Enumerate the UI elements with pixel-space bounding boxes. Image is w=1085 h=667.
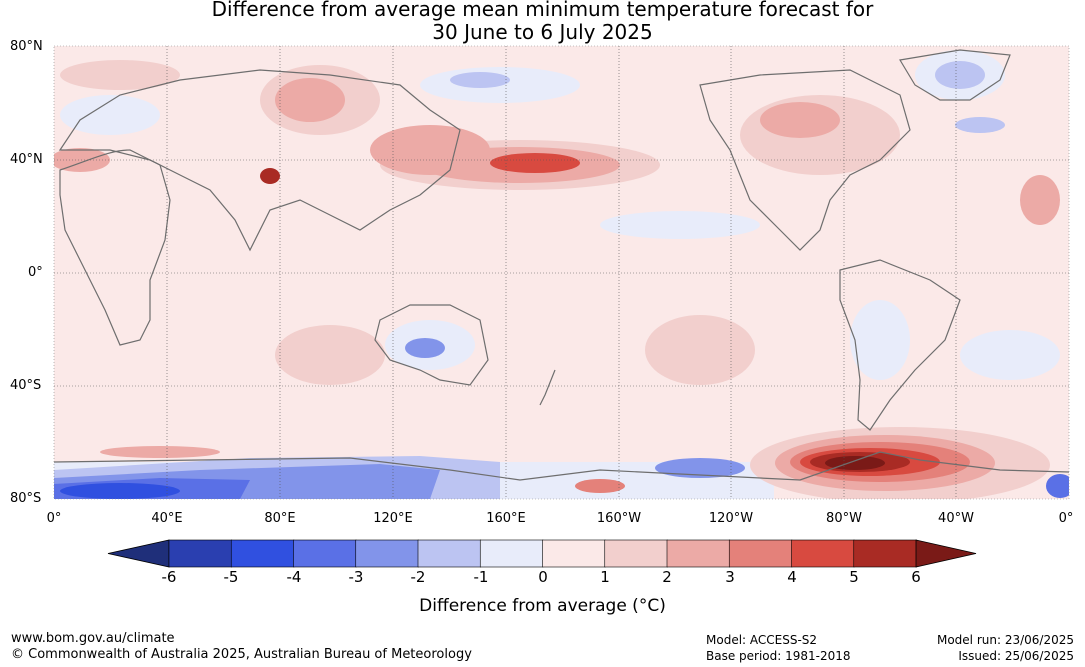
cold-region-south-atlantic <box>960 330 1060 380</box>
lon-label-160w: 160°W <box>596 511 642 526</box>
cold-region-atlantic-south <box>1046 474 1069 498</box>
colorbar-segment <box>791 539 855 568</box>
map-title-line-1: Difference from average mean minimum tem… <box>211 0 874 21</box>
lon-label-80e: 80°E <box>264 511 296 526</box>
colorbar-extend-high <box>915 539 977 568</box>
colorbar-tick-label: -5 <box>223 568 239 586</box>
warm-region-south-pacific-mid <box>645 315 755 385</box>
map-title-line-2: 30 June to 6 July 2025 <box>432 20 653 44</box>
colorbar-segment <box>168 539 233 568</box>
lat-label-80s: 80°S <box>10 491 42 506</box>
cold-region-scandinavia <box>60 95 160 135</box>
footer-copyright: © Commonwealth of Australia 2025, Austra… <box>11 647 472 662</box>
colorbar <box>107 539 977 568</box>
lat-label-80n: 80°N <box>10 39 43 54</box>
colorbar-extend-low <box>107 539 170 568</box>
warm-region-siberia-2 <box>275 78 345 122</box>
colorbar-tick-label: 5 <box>849 568 859 586</box>
colorbar-tick-label: 4 <box>787 568 797 586</box>
lon-label-0-right: 0° <box>1058 511 1074 526</box>
footer-model-run: Model run: 23/06/2025 <box>936 633 1074 647</box>
background-anomaly-0-1 <box>54 46 1069 499</box>
graticule <box>54 46 1069 499</box>
coastline-new-zealand <box>539 369 556 406</box>
cold-region-north-atlantic <box>955 117 1005 133</box>
coastline-australia <box>374 304 489 386</box>
colorbar-segment <box>666 539 731 568</box>
colorbar-tick-label: -4 <box>286 568 302 586</box>
footer-model: Model: ACCESS-S2 <box>706 633 818 647</box>
colorbar-tick-label: -6 <box>161 568 177 586</box>
footer-base-period: Base period: 1981-2018 <box>706 649 851 663</box>
cold-region-greenland-2 <box>935 61 985 89</box>
colorbar-unit: °C <box>638 596 660 616</box>
colorbar-title-text: Difference from average ( <box>419 596 639 616</box>
colorbar-tick-label: 1 <box>600 568 610 586</box>
colorbar-tick-label: -2 <box>410 568 426 586</box>
warm-region-south-indian <box>100 446 220 458</box>
colorbar-title-end: ) <box>659 596 666 616</box>
lon-label-40w: 40°W <box>938 511 974 526</box>
lat-label-equator: 0° <box>28 265 43 280</box>
lat-label-40s: 40°S <box>10 378 42 393</box>
coastlines <box>54 49 1069 481</box>
colorbar-title: Difference from average (°C) <box>0 596 1085 616</box>
footer-issued: Issued: 25/06/2025 <box>958 649 1074 663</box>
coastline-africa <box>59 149 171 346</box>
coastline-greenland <box>899 49 1011 101</box>
colorbar-tick-label: 0 <box>538 568 548 586</box>
coastline-south-america <box>839 259 961 431</box>
colorbar-segment <box>604 539 668 568</box>
lon-label-160e: 160°E <box>486 511 526 526</box>
cold-core-australia <box>405 338 445 358</box>
colorbar-tick-label: 2 <box>662 568 672 586</box>
lon-label-80w: 80°W <box>826 511 862 526</box>
cold-region-east-pacific <box>600 211 760 239</box>
coastline-antarctica <box>54 451 1069 481</box>
lon-label-40e: 40°E <box>151 511 183 526</box>
anomaly-field <box>54 46 1069 499</box>
coastline-north-america <box>699 69 911 251</box>
colorbar-segment <box>417 539 482 568</box>
warm-region-arctic <box>60 60 180 90</box>
colorbar-segment <box>542 539 606 568</box>
colorbar-tick-label: 6 <box>911 568 921 586</box>
warm-region-indian-ocean <box>275 325 385 385</box>
colorbar-segment <box>293 539 357 568</box>
map-frame <box>53 45 1070 500</box>
cold-region-south-america <box>850 300 910 380</box>
cold-region-south-pacific <box>655 458 745 478</box>
lon-label-120w: 120°W <box>708 511 754 526</box>
coastline-eurasia <box>58 69 461 252</box>
lon-label-120e: 120°E <box>373 511 413 526</box>
lon-label-0-left: 0° <box>46 511 62 526</box>
colorbar-segment <box>479 539 544 568</box>
warm-region-south-pacific <box>575 479 625 493</box>
warm-core-central-asia <box>260 168 280 184</box>
footer-url[interactable]: www.bom.gov.au/climate <box>11 631 175 646</box>
colorbar-segment <box>728 539 793 568</box>
cold-region-arctic-2 <box>450 72 510 88</box>
warm-core-north-pacific <box>490 153 580 173</box>
colorbar-segment <box>230 539 295 568</box>
colorbar-tick-label: -3 <box>348 568 364 586</box>
warm-region-east-asia <box>370 125 490 175</box>
warm-region-north-america-2 <box>760 102 840 138</box>
warm-region-north-africa <box>1020 175 1060 225</box>
cold-core-antarctic <box>60 483 180 499</box>
colorbar-segment <box>853 539 917 568</box>
lat-label-40n: 40°N <box>10 152 43 167</box>
colorbar-tick-label: 3 <box>725 568 735 586</box>
colorbar-segment <box>355 539 419 568</box>
colorbar-tick-label: -1 <box>473 568 489 586</box>
warm-region-europe <box>54 148 110 172</box>
